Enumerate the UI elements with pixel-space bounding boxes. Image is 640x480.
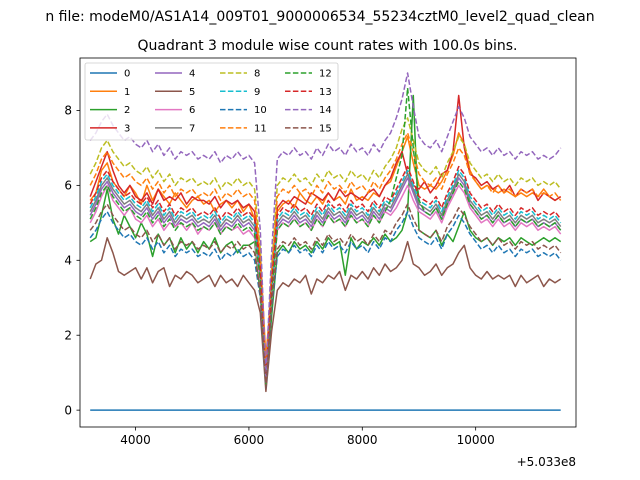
plot-area (79, 57, 577, 428)
figure-suptitle: n file: modeM0/AS1A14_009T01_9000006534_… (45, 9, 594, 25)
series-line-3 (89, 94, 562, 381)
legend-label-10: 10 (254, 105, 267, 116)
series-line-6 (89, 184, 562, 385)
legend-label-7: 7 (189, 124, 195, 135)
series-line-8 (89, 117, 562, 381)
legend-label-0: 0 (124, 69, 130, 80)
series-line-13 (89, 165, 562, 381)
legend-label-11: 11 (254, 124, 267, 135)
series-line-12 (89, 87, 562, 385)
series-line-5 (89, 237, 562, 393)
legend-label-5: 5 (189, 87, 195, 98)
y-tick-label: 4 (64, 254, 72, 268)
legend-label-2: 2 (124, 105, 130, 116)
legend-label-15: 15 (319, 124, 332, 135)
legend-label-13: 13 (319, 87, 332, 98)
chart-title: Quadrant 3 module wise count rates with … (138, 38, 518, 54)
y-tick-label: 6 (64, 179, 72, 193)
y-tick-label: 0 (64, 403, 72, 417)
legend-label-6: 6 (189, 105, 195, 116)
x-tick-label: 10000 (457, 433, 495, 447)
legend-box (84, 62, 339, 141)
legend-label-1: 1 (124, 87, 130, 98)
x-tick-label: 8000 (347, 433, 378, 447)
y-axis: 0 2 4 6 8 (64, 104, 80, 417)
plot-frame (79, 57, 577, 428)
legend-label-12: 12 (319, 69, 332, 80)
series-line-15 (89, 203, 562, 389)
series-line-11 (89, 132, 562, 381)
legend-label-14: 14 (319, 105, 332, 116)
x-axis: 4000 6000 8000 10000 (120, 427, 495, 447)
series-line-9 (89, 169, 562, 381)
y-tick-label: 8 (64, 104, 72, 118)
series-line-7 (89, 173, 562, 385)
x-tick-label: 4000 (120, 433, 151, 447)
y-tick-label: 2 (64, 329, 72, 343)
x-tick-label: 6000 (234, 433, 265, 447)
legend-label-9: 9 (254, 87, 260, 98)
legend-label-8: 8 (254, 69, 260, 80)
legend-label-3: 3 (124, 124, 130, 135)
series-line-10 (89, 210, 562, 389)
legend-label-4: 4 (189, 69, 195, 80)
series-line-14 (89, 72, 562, 378)
x-offset-label: +5.033e8 (517, 455, 576, 469)
